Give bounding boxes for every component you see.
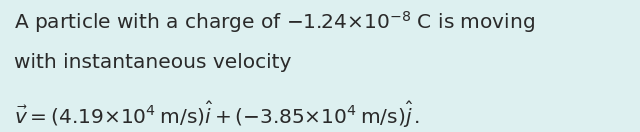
Text: A particle with a charge of $-1.24{\times}10^{-8}$ C is moving: A particle with a charge of $-1.24{\time… — [14, 9, 535, 35]
Text: $\vec{v} = (4.19{\times}10^{4}\:{\rm m/s})\hat{i} + (-3.85{\times}10^{4}\:{\rm m: $\vec{v} = (4.19{\times}10^{4}\:{\rm m/s… — [14, 100, 420, 130]
Text: with instantaneous velocity: with instantaneous velocity — [14, 53, 291, 72]
